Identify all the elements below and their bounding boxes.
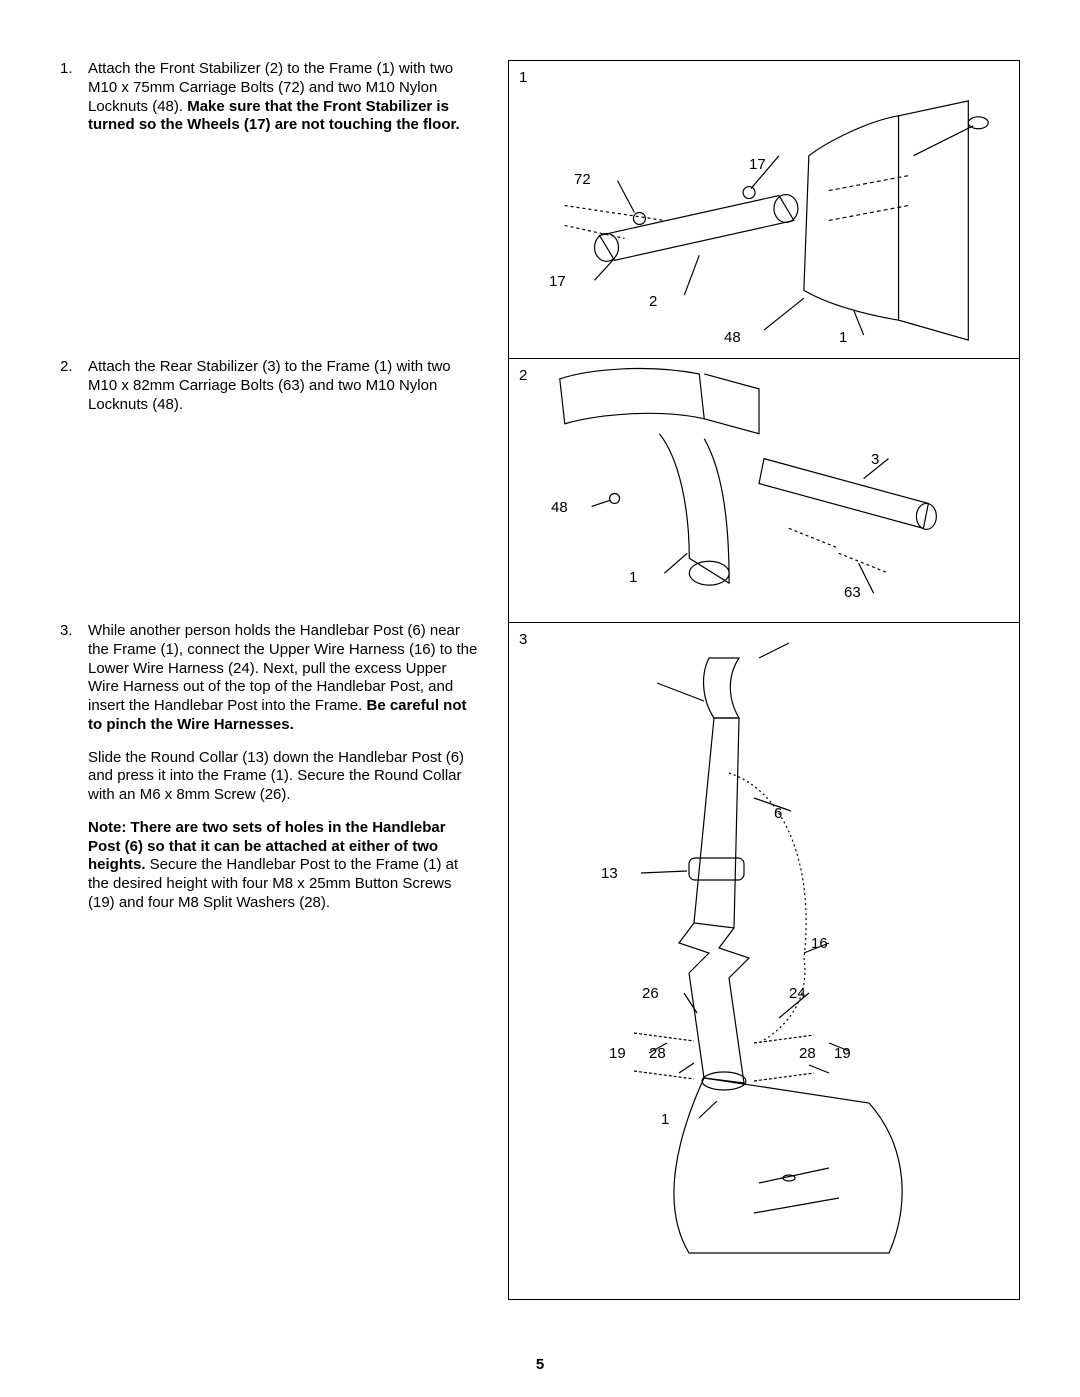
page-number: 5 [0,1356,1080,1375]
panel-1-sketch [509,61,1019,358]
callout-28: 28 [799,1045,816,1064]
step-1: 1. Attach the Front Stabilizer (2) to th… [60,60,480,149]
callout-28: 28 [649,1045,666,1064]
callout-17: 17 [549,273,566,292]
step-number: 3. [60,622,73,641]
callout-48: 48 [551,499,568,518]
callout-48: 48 [724,329,741,348]
callout-19: 19 [834,1045,851,1064]
callout-13: 13 [601,865,618,884]
figures-column: 1 [508,60,1020,1300]
callout-16: 16 [811,935,828,954]
callout-26: 26 [642,985,659,1004]
step-3: 3. While another person holds the Handle… [60,622,480,927]
step-2-text: Attach the Rear Stabilizer (3) to the Fr… [88,358,480,414]
callout-72: 72 [574,171,591,190]
callout-63: 63 [844,584,861,603]
callout-17: 17 [749,156,766,175]
step-3-para-3: Note: There are two sets of holes in the… [88,819,480,913]
step-2: 2. Attach the Rear Stabilizer (3) to the… [60,358,480,428]
figure-panel-1: 1 [509,61,1019,359]
manual-page: 1. Attach the Front Stabilizer (2) to th… [0,0,1080,1397]
callout-1: 1 [661,1111,669,1130]
figure-panel-2: 2 [509,359,1019,623]
callout-1: 1 [839,329,847,348]
callout-1: 1 [629,569,637,588]
step-1-text: Attach the Front Stabilizer (2) to the F… [88,60,480,135]
callout-2: 2 [649,293,657,312]
figure-panel-3: 3 [509,623,1019,1283]
panel-3-sketch [509,623,1019,1283]
step-number: 1. [60,60,73,79]
step-number: 2. [60,358,73,377]
callout-24: 24 [789,985,806,1004]
callout-6: 6 [774,805,782,824]
step-3-para-2: Slide the Round Collar (13) down the Han… [88,749,480,805]
instructions-column: 1. Attach the Front Stabilizer (2) to th… [60,60,480,1300]
panel-2-sketch [509,359,1019,622]
callout-3: 3 [871,451,879,470]
step-3-para-1: While another person holds the Handlebar… [88,622,480,735]
callout-19: 19 [609,1045,626,1064]
two-column-layout: 1. Attach the Front Stabilizer (2) to th… [60,60,1020,1300]
